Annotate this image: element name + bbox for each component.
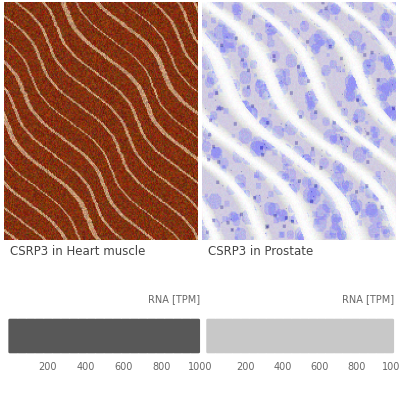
Text: 200: 200: [39, 362, 57, 372]
FancyBboxPatch shape: [342, 319, 352, 353]
FancyBboxPatch shape: [52, 319, 62, 353]
FancyBboxPatch shape: [299, 319, 310, 353]
FancyBboxPatch shape: [181, 319, 192, 353]
Text: CSRP3 in Heart muscle: CSRP3 in Heart muscle: [10, 245, 145, 258]
FancyBboxPatch shape: [257, 319, 267, 353]
Text: 400: 400: [273, 362, 292, 372]
FancyBboxPatch shape: [43, 319, 53, 353]
FancyBboxPatch shape: [26, 319, 36, 353]
Text: 400: 400: [77, 362, 95, 372]
FancyBboxPatch shape: [359, 319, 369, 353]
Text: 800: 800: [153, 362, 171, 372]
FancyBboxPatch shape: [376, 319, 386, 353]
Text: 1000: 1000: [382, 362, 400, 372]
Text: RNA [TPM]: RNA [TPM]: [148, 294, 200, 304]
FancyBboxPatch shape: [112, 319, 122, 353]
Text: 200: 200: [236, 362, 254, 372]
FancyBboxPatch shape: [282, 319, 292, 353]
FancyBboxPatch shape: [308, 319, 318, 353]
FancyBboxPatch shape: [34, 319, 44, 353]
FancyBboxPatch shape: [103, 319, 114, 353]
FancyBboxPatch shape: [121, 319, 131, 353]
FancyBboxPatch shape: [17, 319, 27, 353]
FancyBboxPatch shape: [350, 319, 360, 353]
Text: CSRP3 in Prostate: CSRP3 in Prostate: [208, 245, 313, 258]
FancyBboxPatch shape: [155, 319, 166, 353]
FancyBboxPatch shape: [129, 319, 140, 353]
FancyBboxPatch shape: [291, 319, 301, 353]
Text: 800: 800: [348, 362, 366, 372]
FancyBboxPatch shape: [325, 319, 335, 353]
FancyBboxPatch shape: [248, 319, 259, 353]
Text: 600: 600: [310, 362, 329, 372]
FancyBboxPatch shape: [333, 319, 343, 353]
FancyBboxPatch shape: [223, 319, 233, 353]
FancyBboxPatch shape: [8, 319, 19, 353]
FancyBboxPatch shape: [232, 319, 242, 353]
FancyBboxPatch shape: [95, 319, 105, 353]
Text: RNA [TPM]: RNA [TPM]: [342, 294, 394, 304]
FancyBboxPatch shape: [384, 319, 394, 353]
FancyBboxPatch shape: [215, 319, 225, 353]
FancyBboxPatch shape: [78, 319, 88, 353]
Text: 600: 600: [115, 362, 133, 372]
FancyBboxPatch shape: [164, 319, 174, 353]
FancyBboxPatch shape: [172, 319, 183, 353]
FancyBboxPatch shape: [274, 319, 284, 353]
FancyBboxPatch shape: [146, 319, 157, 353]
FancyBboxPatch shape: [190, 319, 200, 353]
FancyBboxPatch shape: [367, 319, 377, 353]
Text: 1000: 1000: [188, 362, 212, 372]
FancyBboxPatch shape: [206, 319, 216, 353]
FancyBboxPatch shape: [86, 319, 96, 353]
FancyBboxPatch shape: [266, 319, 276, 353]
FancyBboxPatch shape: [316, 319, 326, 353]
FancyBboxPatch shape: [60, 319, 70, 353]
FancyBboxPatch shape: [138, 319, 148, 353]
FancyBboxPatch shape: [69, 319, 79, 353]
FancyBboxPatch shape: [240, 319, 250, 353]
